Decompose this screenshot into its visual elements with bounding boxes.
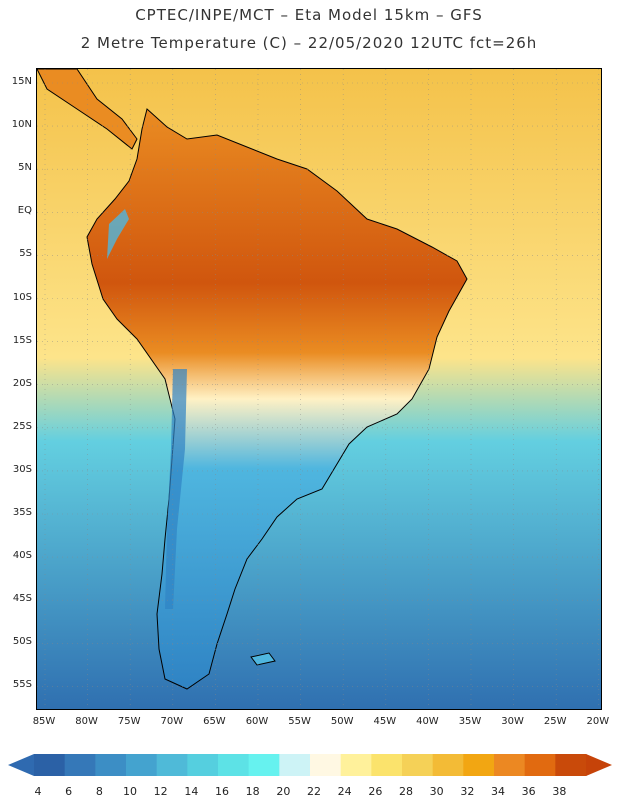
colorbar-label: 26 [368,785,383,798]
map-title: CPTEC/INPE/MCT – Eta Model 15km – GFS [135,6,483,24]
central-america [37,69,138,150]
andes-south [165,369,187,609]
latitude-label: 30S [12,463,32,475]
colorbar-cell [371,754,403,776]
latitude-label: 15N [11,76,32,87]
longitude-label: 25W [543,716,567,727]
longitude-label: 20W [586,716,610,727]
colorbar-cell [555,754,587,776]
colorbar-cell [463,754,495,776]
latitude-label: 50S [12,636,32,648]
colorbar-cell [34,754,66,776]
colorbar-cell [126,754,158,776]
colorbar-cell [402,754,434,776]
colorbar-label: 34 [491,785,505,798]
colorbar-cell [340,754,372,776]
falkland-islands [250,652,276,666]
colorbar-label: 38 [552,785,567,798]
colorbar-cell [95,754,127,776]
latitude-label: 55S [12,679,32,691]
colorbar-label: 28 [399,785,413,798]
latitude-label: 5S [19,248,32,260]
latitude-label: 10S [12,291,32,303]
colorbar-label: 36 [521,785,536,798]
colorbar-cell [279,754,311,776]
colorbar-label: 10 [123,785,137,798]
latitude-label: 40S [12,550,32,562]
colorbar-cell [432,754,464,776]
colorbar-low-arrow [8,754,34,776]
colorbar-label: 14 [184,785,199,798]
longitude-label: 60W [245,716,269,727]
map-subtitle: 2 Metre Temperature (C) – 22/05/2020 12U… [80,34,538,52]
graticule [37,69,601,709]
colorbar-label: 8 [95,785,103,798]
longitude-label: 80W [75,716,98,727]
latitude-label: 10N [11,119,32,131]
colorbar-label: 30 [429,785,444,798]
latitude-label: 35S [12,507,32,518]
longitude-label: 30W [501,716,524,727]
colorbar-cell [494,754,526,776]
colorbar-label: 12 [153,785,168,798]
latitude-label: EQ [17,205,32,217]
colorbar-label: 20 [276,785,291,798]
latitude-label: 45S [12,593,32,605]
latitude-label: 5N [18,162,32,174]
colorbar-label: 4 [34,785,42,798]
colorbar-label: 24 [337,785,352,798]
longitude-label: 45W [373,716,397,727]
longitude-label: 65W [203,716,226,727]
south-america-landmass [86,108,468,690]
colorbar-cells [34,754,587,776]
colorbar-label: 6 [65,785,73,798]
longitude-label: 40W [416,716,439,727]
andes-north [107,209,129,259]
longitude-label: 55W [288,716,311,727]
latitude-label: 25S [12,420,32,432]
colorbar-cell [64,754,96,776]
longitude-label: 85W [32,716,56,727]
colorbar-cell [524,754,556,776]
colorbar-label: 18 [245,785,260,798]
colorbar-label: 16 [215,785,229,798]
colorbar-cell [310,754,342,776]
longitude-label: 75W [117,716,141,727]
latitude-label: 15S [12,334,32,346]
colorbar-label: 32 [460,785,475,798]
temperature-colorbar [8,754,612,776]
colorbar-cell [156,754,188,776]
map-canvas [37,69,601,709]
longitude-label: 70W [160,716,184,727]
colorbar-label: 22 [307,785,321,798]
colorbar-cell [248,754,280,776]
colorbar-cell [187,754,219,776]
colorbar-cell [218,754,250,776]
colorbar-high-arrow [586,754,612,776]
longitude-label: 35W [458,716,482,727]
temperature-map [36,68,602,710]
longitude-label: 50W [330,716,354,727]
latitude-label: 20S [12,377,32,389]
